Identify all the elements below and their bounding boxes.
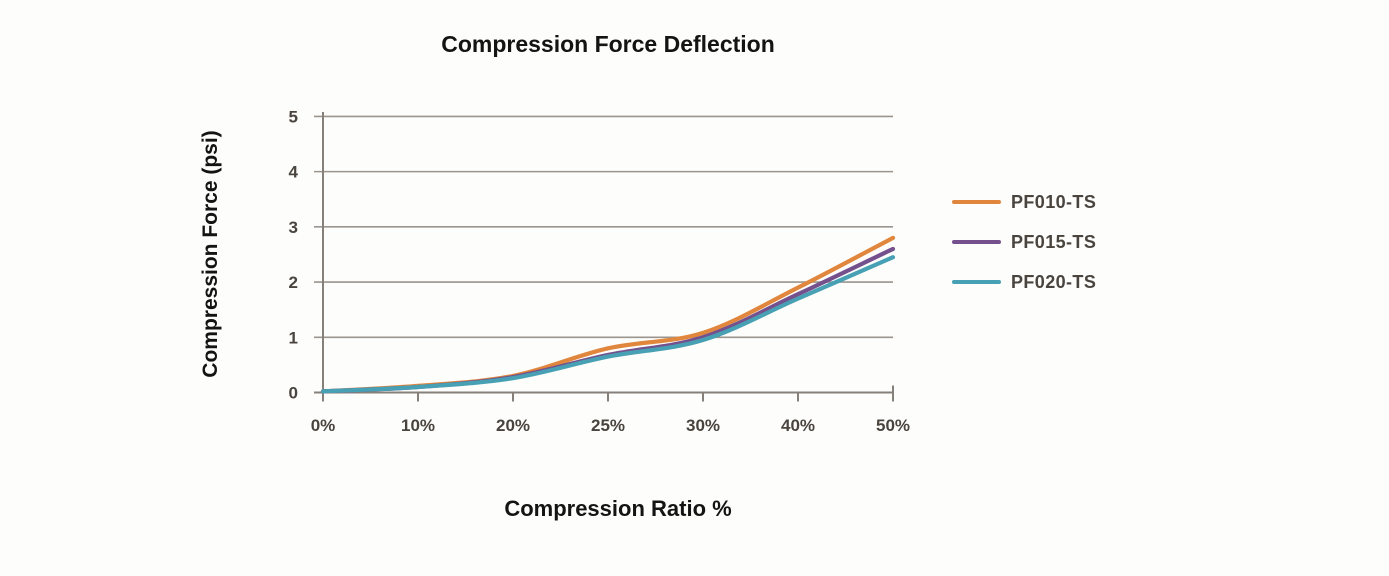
y-tick-label-2: 2 (289, 273, 298, 292)
x-tick-label-0%: 0% (311, 416, 336, 435)
legend-label-pf015-ts: PF015-TS (1011, 231, 1097, 252)
legend-label-pf020-ts: PF020-TS (1011, 271, 1097, 292)
x-tick-label-10%: 10% (401, 416, 435, 435)
y-tick-label-5: 5 (289, 107, 298, 126)
legend-item-pf020-ts: PF020-TS (952, 269, 1096, 295)
series-line-pf015-ts (320, 246, 896, 394)
legend-item-pf010-ts: PF010-TS (952, 189, 1096, 215)
x-tick-label-30%: 30% (686, 416, 720, 435)
x-tick-label-40%: 40% (781, 416, 815, 435)
chart-title: Compression Force Deflection (441, 31, 775, 57)
x-axis-title: Compression Ratio % (504, 496, 732, 521)
y-tick-label-1: 1 (289, 328, 298, 347)
x-tick-label-20%: 20% (496, 416, 530, 435)
legend-swatch-pf020-ts (952, 280, 1001, 284)
series-line-pf010-ts (320, 235, 896, 394)
legend-swatch-pf010-ts (952, 200, 1001, 204)
legend-label-pf010-ts: PF010-TS (1011, 191, 1097, 212)
legend-item-pf015-ts: PF015-TS (952, 229, 1096, 255)
y-tick-label-0: 0 (289, 384, 298, 403)
y-tick-label-3: 3 (289, 218, 298, 237)
x-tick-label-25%: 25% (591, 416, 625, 435)
series-line-pf020-ts (320, 255, 896, 394)
y-tick-label-4: 4 (289, 163, 299, 182)
x-tick-label-50%: 50% (876, 416, 910, 435)
legend-swatch-pf015-ts (952, 240, 1001, 244)
y-axis-title: Compression Force (psi) (199, 130, 222, 378)
legend: PF010-TS PF015-TS PF020-TS (952, 189, 1096, 295)
